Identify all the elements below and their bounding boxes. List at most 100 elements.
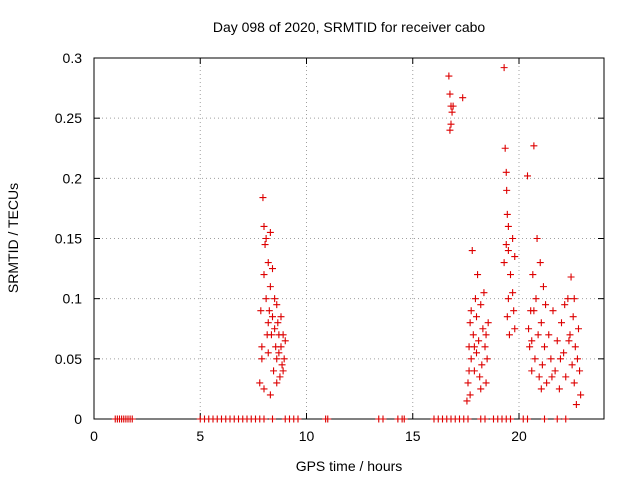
y-axis-label: SRMTID / TECUs [5, 183, 21, 293]
data-point-marker [270, 367, 278, 375]
data-point-marker [271, 295, 279, 303]
data-point-marker [266, 228, 274, 236]
data-point-marker [470, 343, 478, 351]
data-point-marker [533, 235, 541, 242]
data-point-marker [279, 331, 287, 339]
data-point-marker [128, 415, 136, 423]
data-point-marker [280, 355, 288, 363]
data-point-marker [324, 415, 332, 423]
data-point-marker [274, 319, 282, 327]
data-point-marker [466, 391, 474, 399]
data-point-marker [564, 295, 572, 303]
data-point-marker [565, 337, 573, 345]
data-point-marker [481, 415, 489, 423]
data-point-marker [446, 126, 454, 134]
data-point-marker [465, 367, 473, 375]
data-point-marker [503, 313, 511, 321]
data-point-marker [570, 379, 578, 387]
data-point-marker [558, 319, 565, 327]
data-point-marker [553, 337, 561, 345]
data-point-marker [511, 253, 519, 261]
data-point-marker [479, 325, 487, 333]
data-point-marker [500, 64, 508, 72]
data-point-marker [447, 120, 455, 128]
data-point-marker [265, 307, 273, 315]
data-point-marker [266, 283, 274, 291]
x-axis-label: GPS time / hours [296, 458, 403, 474]
data-point-marker [477, 301, 485, 309]
data-point-marker [278, 361, 286, 369]
data-point-marker [555, 385, 563, 393]
data-point-marker [279, 367, 287, 375]
data-point-marker [448, 108, 456, 116]
data-point-marker [484, 319, 492, 327]
data-point-marker [266, 391, 274, 399]
data-point-marker [524, 172, 531, 180]
data-point-marker [257, 307, 265, 315]
grid-lines [94, 58, 604, 419]
data-point-marker [545, 331, 553, 339]
data-point-marker [504, 295, 512, 303]
data-point-marker [468, 247, 476, 255]
data-point-marker [543, 379, 551, 387]
data-point-marker [464, 415, 472, 423]
data-point-marker [507, 271, 514, 279]
data-point-marker [276, 373, 284, 381]
data-point-marker [261, 241, 269, 249]
data-point-marker [481, 343, 489, 351]
y-tick-label: 0.15 [55, 231, 82, 247]
data-point-marker [480, 289, 488, 297]
data-point-marker [507, 415, 514, 423]
data-point-marker [400, 415, 408, 423]
data-point-marker [258, 343, 266, 351]
data-point-marker [537, 385, 545, 393]
data-point-marker [569, 313, 577, 321]
data-point-marker [534, 331, 542, 339]
x-tick-label: 10 [299, 428, 315, 444]
data-point-marker [275, 349, 283, 357]
data-point-marker [551, 367, 559, 375]
data-point-marker [539, 283, 547, 291]
data-point-marker [562, 373, 570, 381]
data-point-marker [502, 168, 510, 176]
data-point-marker [525, 325, 533, 333]
data-point-marker [467, 355, 475, 363]
data-point-marker [260, 222, 268, 230]
data-point-marker [500, 259, 508, 267]
data-point-marker [258, 355, 266, 363]
data-point-marker [262, 295, 270, 303]
data-point-marker [379, 415, 387, 423]
data-point-marker [528, 367, 536, 375]
data-point-marker [273, 301, 281, 309]
data-point-marker [502, 241, 510, 249]
data-point-marker [466, 319, 474, 327]
data-point-marker [264, 349, 272, 357]
data-point-marker [469, 331, 477, 339]
data-point-marker [541, 343, 548, 351]
data-point-marker [575, 325, 582, 333]
data-point-marker [503, 186, 511, 194]
data-point-marker [501, 144, 509, 152]
data-point-marker [530, 307, 538, 315]
y-tick-label: 0.25 [55, 110, 82, 126]
data-point-marker [577, 391, 585, 399]
data-point-marker [271, 325, 279, 333]
y-tick-label: 0.3 [63, 50, 83, 66]
data-point-marker [570, 295, 578, 303]
data-point-marker [477, 385, 485, 393]
data-point-marker [561, 301, 569, 309]
data-point-marker [526, 343, 534, 351]
data-point-marker [446, 90, 454, 98]
data-markers [111, 64, 585, 423]
axis-ticks: 0 5 10 15 20 0 0.05 0.1 0.15 0.2 0.25 0.3 [55, 50, 604, 444]
data-point-marker [273, 379, 281, 387]
data-point-marker [449, 102, 457, 110]
data-point-marker [259, 194, 267, 202]
data-point-marker [277, 343, 285, 351]
data-point-marker [530, 142, 538, 150]
data-point-marker [511, 325, 519, 333]
data-point-marker [475, 337, 483, 345]
data-point-marker [566, 331, 574, 339]
data-point-marker [260, 415, 268, 423]
